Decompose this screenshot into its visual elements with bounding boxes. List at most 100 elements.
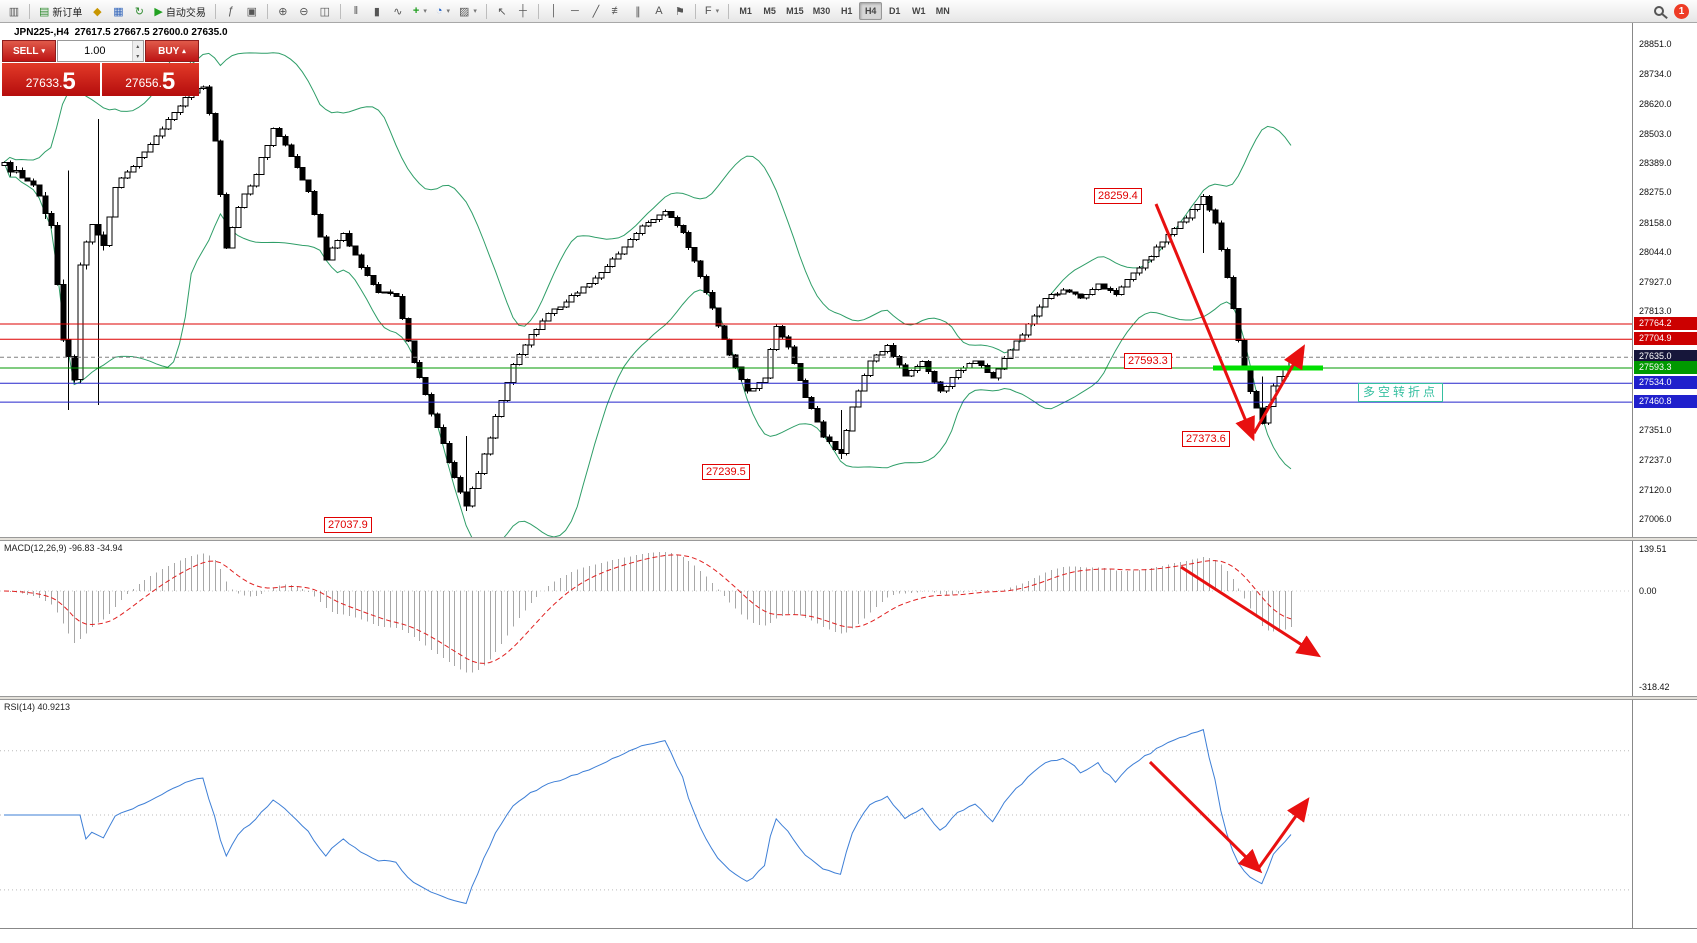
price-scale-label: 28044.0 — [1639, 246, 1672, 257]
macd-scale-label: 0.00 — [1639, 586, 1657, 597]
volume-down-icon[interactable]: ▾ — [132, 51, 143, 61]
search-icon[interactable] — [1654, 6, 1664, 16]
market-watch-button[interactable]: ◆ — [87, 2, 107, 21]
annotation-note[interactable]: 多空转折点 — [1358, 383, 1444, 403]
indicator-window-button[interactable]: ▣ — [242, 2, 262, 21]
toolbar-separator — [29, 3, 30, 19]
rsi-scale[interactable] — [1632, 700, 1697, 928]
price-scale-label: 28620.0 — [1639, 98, 1672, 109]
timeframe-m1-button[interactable]: M1 — [734, 2, 757, 20]
timeframe-mn-button[interactable]: MN — [931, 2, 954, 20]
line-chart-icon: ∿ — [393, 5, 403, 18]
trend-arrow[interactable] — [1256, 797, 1310, 870]
macd-canvas[interactable] — [0, 541, 1632, 696]
rsi-panel[interactable]: RSI(14) 40.9213 — [0, 700, 1697, 928]
tile-windows-button[interactable]: ◫ — [315, 2, 335, 21]
rsi-label: RSI(14) 40.9213 — [4, 702, 71, 712]
rsi-line — [4, 728, 1292, 905]
main-chart-canvas[interactable] — [0, 23, 1632, 537]
add-chart-icon: + — [412, 5, 420, 17]
price-scale-label: 28851.0 — [1639, 39, 1672, 50]
caret-up-icon: ▴ — [182, 48, 186, 55]
market-watch-icon: ◆ — [93, 5, 102, 18]
macd-signal-line — [3, 554, 1292, 664]
price-callout[interactable]: 27593.3 — [1124, 352, 1172, 369]
notification-badge[interactable]: 1 — [1674, 3, 1689, 19]
timeframe-m15-button[interactable]: M15 — [782, 2, 808, 20]
trend-arrow[interactable] — [1180, 565, 1322, 658]
horizontal-line-button[interactable]: ─ — [565, 2, 585, 21]
trend-arrow[interactable] — [1148, 760, 1263, 874]
text-tool-button[interactable]: A — [649, 2, 669, 21]
ohlc-values: 27617.5 27667.5 27600.0 27635.0 — [74, 27, 228, 38]
timeframe-m30-button[interactable]: M30 — [809, 2, 835, 20]
price-badge: 27704.9 — [1634, 332, 1697, 346]
price-callout[interactable]: 27037.9 — [324, 517, 372, 534]
volume-input[interactable] — [58, 41, 132, 61]
levels-icon: F — [704, 5, 712, 17]
cursor-button[interactable]: ↖ — [492, 2, 512, 21]
toolbar-separator — [537, 3, 539, 19]
indicators-icon: ƒ — [227, 5, 234, 17]
navigator-button[interactable]: ↻ — [129, 2, 149, 21]
panel-divider[interactable] — [0, 537, 1697, 541]
crosshair-button[interactable]: ┼ — [513, 2, 533, 21]
text-tool-icon: A — [655, 5, 663, 17]
macd-panel[interactable]: 139.51 0.00 -318.42 MACD(12,26,9) -96.83 -… — [0, 541, 1697, 696]
price-callout[interactable]: 28259.4 — [1094, 188, 1142, 205]
channel-button[interactable]: ∥ — [628, 2, 648, 21]
line-chart-button[interactable]: ∿ — [388, 2, 408, 21]
bar-chart-button[interactable]: ‖ — [346, 2, 366, 21]
trend-line-button[interactable]: ╱ — [586, 2, 606, 21]
timeframe-d1-button[interactable]: D1 — [883, 2, 906, 20]
buy-price-display[interactable]: 27656. 5 — [101, 63, 199, 96]
indicators-button[interactable]: ƒ — [221, 2, 241, 21]
add-chart-button[interactable]: + ▾ — [409, 2, 431, 21]
data-window-button[interactable]: ▦ — [108, 2, 128, 21]
price-badge: 27460.8 — [1634, 395, 1697, 409]
timeframe-m5-button[interactable]: M5 — [758, 2, 781, 20]
price-scale-label: 27927.0 — [1639, 277, 1672, 288]
candle-chart-button[interactable]: ▮ — [367, 2, 387, 21]
volume-up-icon[interactable]: ▴ — [132, 41, 143, 51]
label-tool-button[interactable]: ⚑ — [670, 2, 690, 21]
timeframe-w1-button[interactable]: W1 — [907, 2, 930, 20]
template-button[interactable]: ▨ ▾ — [455, 2, 481, 21]
bollinger-lower-band — [3, 162, 1292, 537]
new-order-button[interactable]: ▤ 新订单 — [35, 2, 86, 21]
candles — [1, 84, 1295, 511]
tile-windows-icon: ◫ — [319, 5, 331, 18]
price-scale-label: 28158.0 — [1639, 217, 1672, 228]
main-chart-panel[interactable]: 28851.0 28734.0 28620.0 28503.0 28389.0 28275… — [0, 23, 1697, 537]
chevron-down-icon: ▾ — [473, 8, 477, 15]
crosshair-icon: ┼ — [519, 5, 527, 17]
price-callout[interactable]: 27373.6 — [1182, 430, 1230, 447]
volume-field: ▴ ▾ — [57, 40, 144, 62]
price-scale[interactable]: 28851.0 28734.0 28620.0 28503.0 28389.0 28275… — [1632, 23, 1697, 537]
time-axis[interactable] — [0, 928, 1697, 943]
rsi-canvas[interactable] — [0, 700, 1632, 928]
price-scale-label: 27237.0 — [1639, 454, 1672, 465]
zoom-out-button[interactable]: ⊖ — [294, 2, 314, 21]
macd-scale[interactable]: 139.51 0.00 -318.42 — [1632, 541, 1697, 696]
price-callout[interactable]: 27239.5 — [702, 464, 750, 481]
levels-button[interactable]: F ▾ — [701, 2, 723, 21]
buy-button[interactable]: BUY ▴ — [145, 40, 199, 62]
trend-arrow[interactable] — [1154, 203, 1255, 442]
price-scale-label: 27006.0 — [1639, 514, 1672, 525]
timeframe-h4-button[interactable]: H4 — [859, 2, 883, 20]
panel-divider[interactable] — [0, 696, 1697, 700]
period-button[interactable]: ◔ ▾ — [432, 2, 454, 21]
timeframe-h1-button[interactable]: H1 — [835, 2, 858, 20]
vertical-line-button[interactable]: │ — [544, 2, 564, 21]
clock-icon: ◔ — [435, 5, 443, 17]
sell-price-display[interactable]: 27633. 5 — [2, 63, 100, 96]
sell-button[interactable]: SELL ▾ — [2, 40, 56, 62]
price-scale-label: 28734.0 — [1639, 69, 1672, 80]
toolbar-separator — [266, 3, 268, 19]
fibonacci-button[interactable]: ≢ — [607, 2, 627, 21]
trend-arrow[interactable] — [1252, 344, 1305, 434]
chart-window[interactable]: 28851.0 28734.0 28620.0 28503.0 28389.0 28275… — [0, 23, 1697, 943]
zoom-in-button[interactable]: ⊕ — [273, 2, 293, 21]
autotrading-button[interactable]: ▶ 自动交易 — [150, 2, 209, 21]
